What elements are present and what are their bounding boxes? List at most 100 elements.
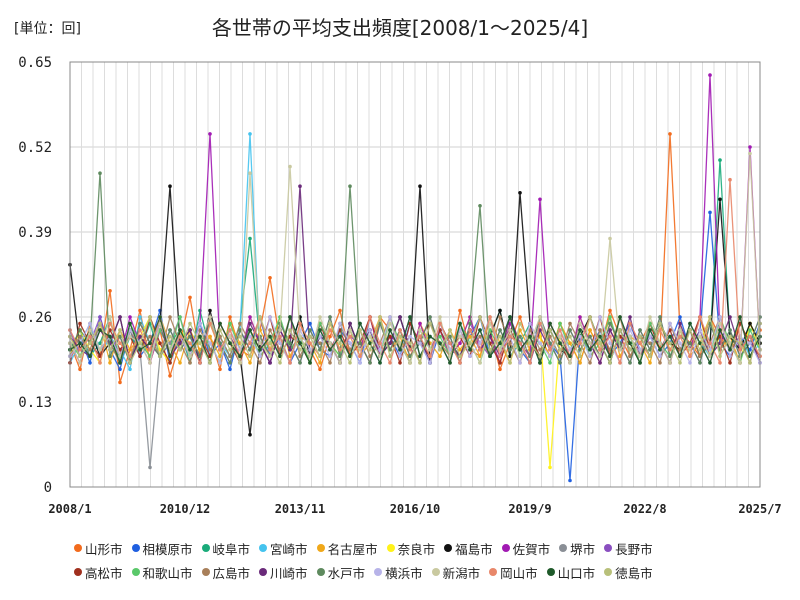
- data-point: [468, 347, 472, 352]
- data-point: [78, 354, 82, 359]
- data-point: [598, 334, 602, 339]
- data-point: [688, 328, 692, 332]
- data-point: [718, 328, 722, 332]
- data-point: [418, 328, 422, 332]
- data-point: [638, 354, 642, 359]
- data-point: [328, 315, 332, 319]
- data-point: [688, 354, 692, 359]
- data-point: [178, 361, 182, 365]
- data-point: [628, 347, 632, 352]
- legend-item: 広島市: [201, 563, 250, 582]
- y-tick-label: 0: [44, 480, 52, 496]
- data-point: [368, 341, 372, 346]
- legend-row: 高松市 和歌山市 広島市 川崎市 水戸市 横浜市 新潟市 岡山市 山口市 徳島市: [74, 560, 734, 584]
- legend-label: 高松市: [85, 565, 123, 581]
- x-tick-label: 2025/7: [738, 502, 781, 516]
- data-point: [118, 334, 122, 339]
- data-point: [438, 347, 442, 352]
- data-point: [658, 328, 662, 332]
- data-point: [248, 321, 252, 326]
- data-point: [418, 334, 422, 339]
- data-point: [558, 328, 562, 332]
- data-point: [618, 347, 622, 352]
- data-point: [328, 341, 332, 346]
- data-point: [228, 367, 232, 372]
- data-point: [108, 354, 112, 359]
- legend-swatch: [74, 568, 82, 576]
- data-point: [718, 361, 722, 365]
- data-point: [368, 334, 372, 339]
- data-point: [168, 334, 172, 339]
- data-point: [508, 361, 512, 365]
- data-point: [708, 347, 712, 352]
- data-point: [708, 73, 712, 77]
- data-point: [108, 334, 112, 339]
- data-point: [408, 315, 412, 319]
- data-point: [88, 334, 92, 339]
- series-line: [69, 314, 761, 365]
- data-point: [568, 361, 572, 365]
- data-point: [138, 315, 142, 319]
- data-point: [78, 347, 82, 352]
- data-point: [548, 341, 552, 346]
- data-point: [478, 361, 482, 365]
- legend-label: 山形市: [85, 541, 123, 557]
- data-point: [678, 321, 682, 326]
- data-point: [658, 315, 662, 319]
- data-point: [368, 347, 372, 352]
- data-point: [608, 334, 612, 339]
- legend-swatch: [131, 544, 140, 552]
- data-point: [418, 341, 422, 346]
- data-point: [388, 354, 392, 359]
- data-point: [158, 341, 162, 346]
- data-point: [498, 328, 502, 332]
- data-point: [628, 321, 632, 326]
- legend-item: 奈良市: [386, 539, 435, 558]
- data-point: [78, 341, 82, 346]
- data-point: [568, 341, 572, 346]
- data-point: [468, 354, 472, 359]
- data-point: [458, 321, 462, 326]
- data-point: [168, 341, 172, 346]
- data-point: [728, 341, 732, 346]
- data-point: [218, 361, 222, 365]
- data-point: [398, 334, 402, 339]
- legend-label: 和歌山市: [142, 565, 193, 581]
- data-point: [168, 361, 172, 365]
- data-point: [228, 315, 232, 319]
- data-point: [728, 347, 732, 352]
- data-point: [348, 334, 352, 339]
- legend-item: 佐賀市: [501, 539, 550, 558]
- data-point: [548, 465, 552, 470]
- data-point: [308, 361, 312, 365]
- data-point: [348, 184, 352, 188]
- data-point: [188, 295, 192, 300]
- data-point: [108, 321, 112, 326]
- data-point: [568, 334, 572, 339]
- x-axis-ticks: 2008/1 2010/12 2013/11 2016/10 2019/9 2022/8 2…: [48, 502, 781, 516]
- data-point: [508, 334, 512, 339]
- legend-item: 岡山市: [489, 563, 538, 582]
- data-point: [258, 315, 262, 319]
- data-point: [658, 354, 662, 359]
- data-point: [718, 321, 722, 326]
- data-point: [548, 321, 552, 326]
- data-point: [568, 347, 572, 352]
- data-point: [728, 328, 732, 332]
- data-point: [228, 321, 232, 326]
- data-point: [668, 354, 672, 359]
- data-point: [168, 184, 172, 188]
- legend-swatch: [501, 544, 510, 552]
- x-tick-label: 2008/1: [48, 502, 91, 516]
- data-point: [558, 341, 562, 346]
- legend-label: 名古屋市: [327, 541, 378, 557]
- data-point: [178, 315, 182, 319]
- data-point: [638, 328, 642, 332]
- data-point: [678, 328, 682, 332]
- data-point: [498, 354, 502, 359]
- series-line: [69, 314, 761, 365]
- data-point: [328, 328, 332, 332]
- data-point: [348, 347, 352, 352]
- data-point: [108, 315, 112, 319]
- data-point: [488, 315, 492, 319]
